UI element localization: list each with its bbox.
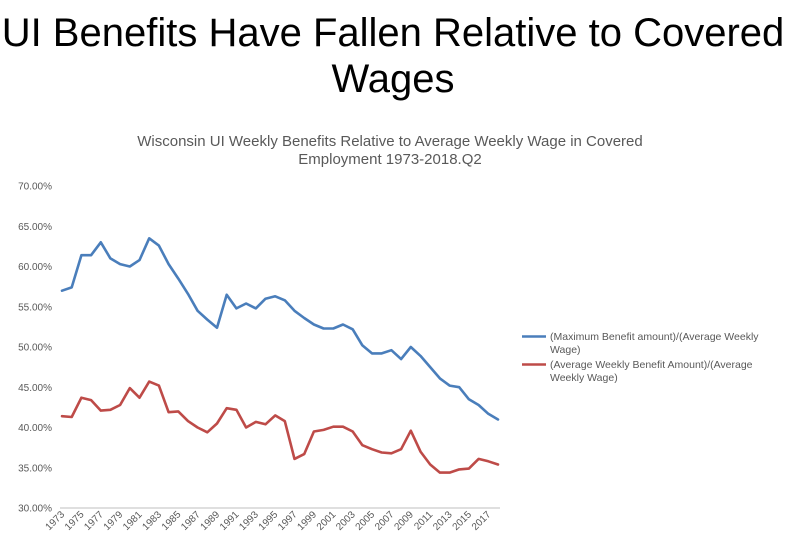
y-tick-label: 45.00% [18,383,52,394]
x-tick-label: 1997 [276,509,300,533]
series-line-2 [60,380,500,474]
x-tick-label: 1985 [160,509,184,533]
x-tick-label: 2007 [373,509,397,533]
x-tick-label: 1995 [257,509,281,533]
x-tick-label: 1989 [199,509,223,533]
x-tick-label: 2001 [315,509,339,533]
x-tick-label: 2009 [392,509,416,533]
chart-title-line-2: Employment 1973-2018.Q2 [298,151,482,168]
x-tick-label: 1983 [140,509,164,533]
legend: (Maximum Benefit amount)/(Average Weekly… [522,331,759,384]
x-tick-label: 1999 [296,509,320,533]
y-tick-label: 60.00% [18,262,52,273]
x-tick-label: 2015 [451,509,475,533]
y-tick-label: 55.00% [18,302,52,313]
y-tick-label: 35.00% [18,463,52,474]
x-tick-label: 2005 [354,509,378,533]
x-tick-label: 2017 [470,509,494,533]
x-tick-label: 2003 [334,509,358,533]
chart-title-line-1: Wisconsin UI Weekly Benefits Relative to… [137,133,643,150]
chart-title: Wisconsin UI Weekly Benefits Relative to… [60,133,720,169]
x-tick-label: 1975 [63,509,87,533]
x-tick-label: 1987 [179,509,203,533]
legend-label-2-line-2: Weekly Wage) [550,372,618,384]
y-tick-label: 65.00% [18,222,52,233]
y-tick-label: 40.00% [18,423,52,434]
x-tick-label: 2013 [431,509,455,533]
x-tick-label: 1981 [121,509,145,533]
legend-label-2-line-1: (Average Weekly Benefit Amount)/(Average [550,359,753,371]
legend-label-1-line-2: Wage) [550,344,581,356]
series-lines [60,237,500,474]
slide-title: UI Benefits Have Fallen Relative to Cove… [0,10,786,102]
x-axis-ticks: 1973197519771979198119831985198719891991… [44,509,494,533]
x-tick-label: 1979 [102,509,126,533]
slide-title-line-2: Wages [331,57,455,101]
slide-title-line-1: UI Benefits Have Fallen Relative to Cove… [1,11,785,55]
x-tick-label: 1991 [218,509,242,533]
y-tick-label: 50.00% [18,343,52,354]
y-axis-ticks: 30.00% 35.00% 40.00% 45.00% 50.00% 55.00% 60.0… [18,182,52,515]
series-line-1 [60,237,500,421]
x-tick-label: 1993 [237,509,261,533]
x-tick-label: 1977 [82,509,106,533]
y-tick-label: 30.00% [18,504,52,515]
y-tick-label: 70.00% [18,182,52,193]
legend-label-1-line-1: (Maximum Benefit amount)/(Average Weekly [550,331,759,343]
x-tick-label: 2011 [412,509,435,532]
